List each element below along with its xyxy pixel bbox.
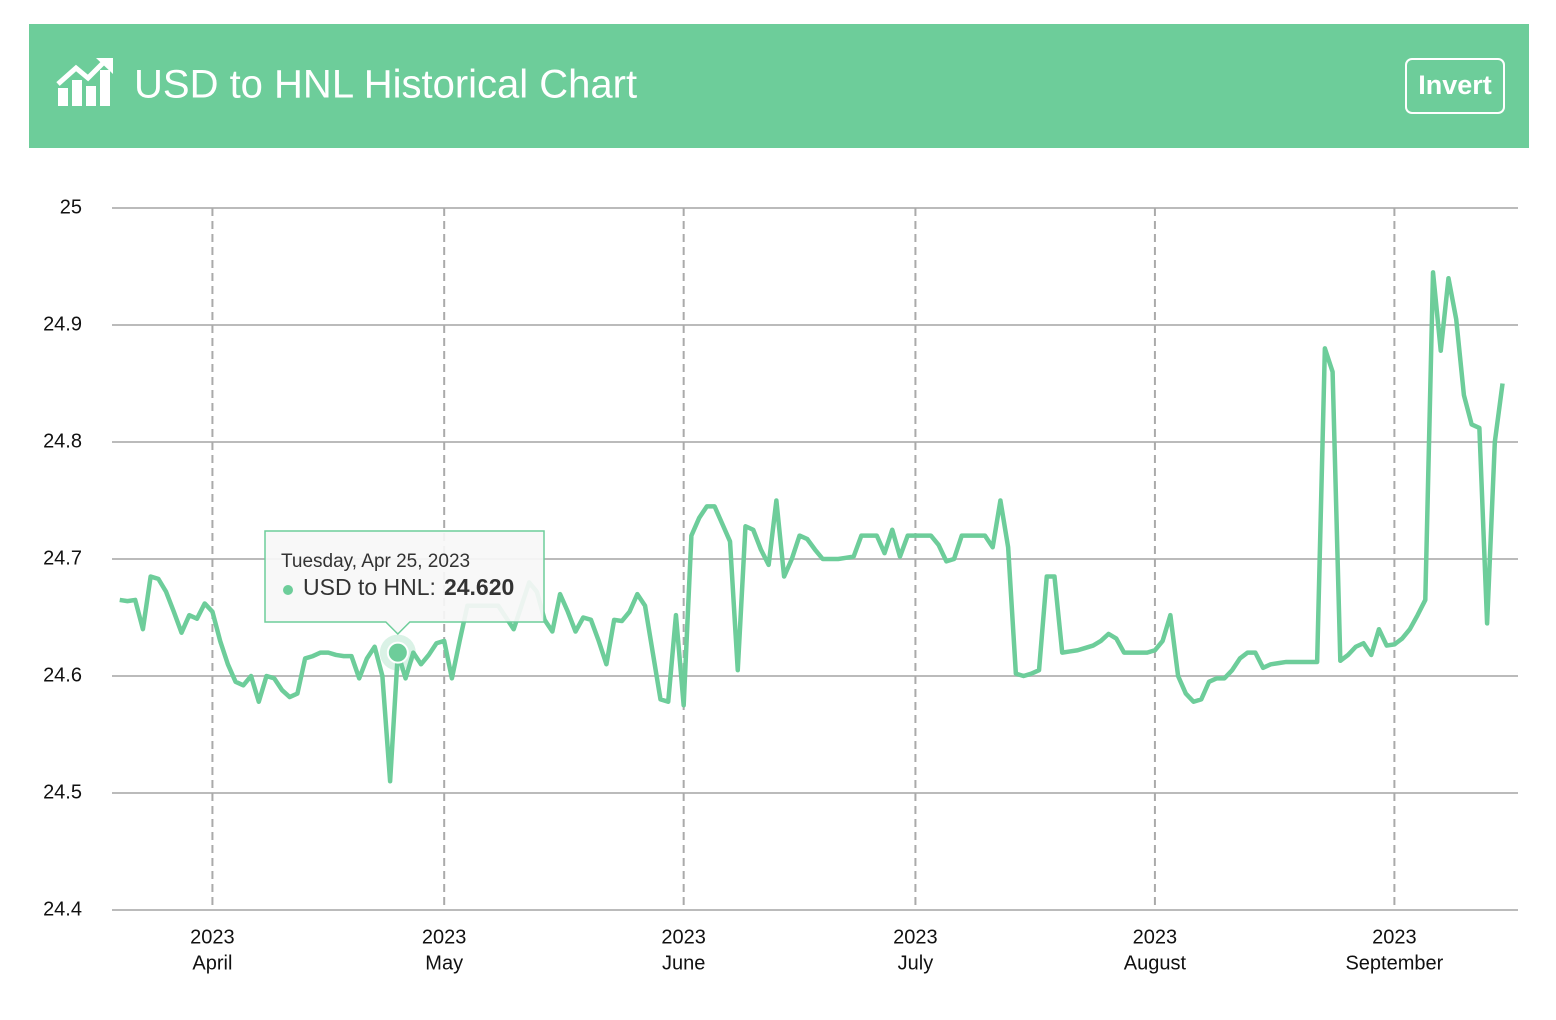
x-tick-label: 2023 [422,926,467,948]
invert-button-label[interactable]: Invert [1418,70,1492,100]
tooltip-series: USD to HNL: [303,574,436,600]
y-tick-label: 24.4 [43,898,82,920]
y-tick-label: 24.5 [43,781,82,803]
header-bar [29,24,1529,148]
invert-button[interactable] [1405,58,1505,114]
x-tick-label: July [898,952,934,974]
tooltip-label: USD to HNL: 24.620 [303,574,514,600]
x-tick-label: 2023 [893,926,938,948]
tooltip-swatch [283,585,293,595]
y-tick-label: 25 [60,196,82,218]
tooltip-title: Tuesday, Apr 25, 2023 [281,551,470,572]
x-tick-label: May [425,952,463,974]
tooltip-box [264,530,545,636]
y-tick-label: 24.8 [43,430,82,452]
x-tick-label: 2023 [661,926,706,948]
x-tick-label: June [662,952,705,974]
header-title: USD to HNL Historical Chart [134,63,637,107]
y-tick-label: 24.6 [43,664,82,686]
tooltip-value: 24.620 [444,574,514,600]
y-tick-label: 24.9 [43,313,82,335]
x-tick-label: 2023 [1133,926,1178,948]
x-tick-label: April [192,952,232,974]
x-tick-label: September [1345,952,1443,974]
chart-icon [56,58,113,106]
x-tick-label: 2023 [1372,926,1417,948]
series-line [119,270,1505,784]
x-tick-label: 2023 [190,926,235,948]
x-tick-label: August [1124,952,1187,974]
hover-point [386,641,409,664]
y-tick-label: 24.7 [43,547,82,569]
